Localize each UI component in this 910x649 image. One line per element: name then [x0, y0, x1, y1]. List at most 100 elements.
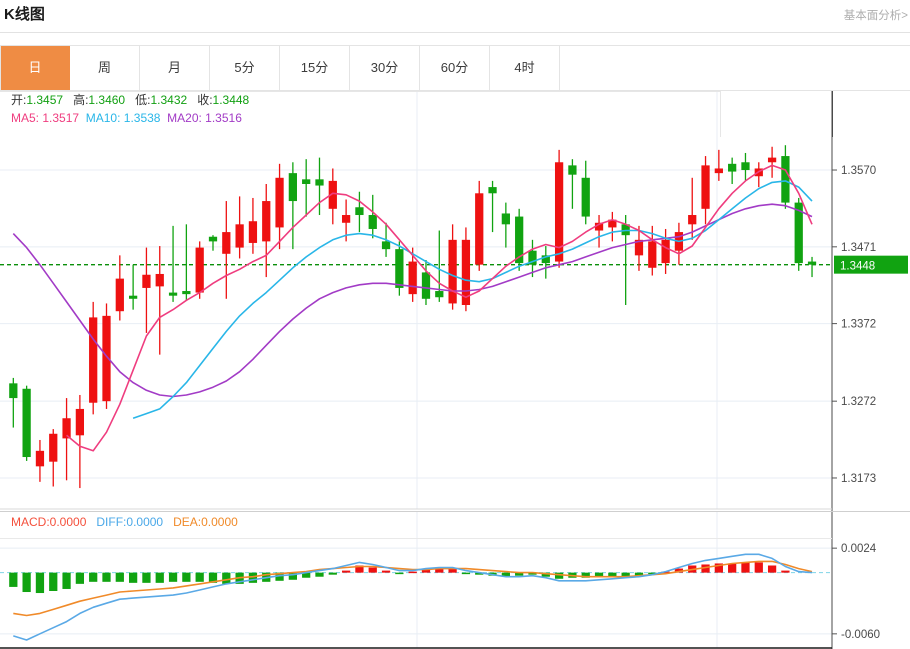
tab-day[interactable]: 日: [0, 46, 70, 90]
macd-bar: [288, 572, 297, 580]
candle-body: [608, 219, 617, 228]
candle-body: [302, 179, 311, 184]
macd-bar: [75, 572, 85, 584]
candle-body: [395, 249, 404, 288]
high-value: 1.3460: [88, 93, 126, 107]
diff-line: [13, 553, 813, 641]
candle-body: [408, 261, 417, 295]
candle-body: [688, 215, 697, 225]
macd-bar: [714, 563, 723, 573]
macd-bar: [408, 571, 417, 574]
candle-body: [648, 241, 657, 268]
open-label: 开:: [11, 93, 27, 107]
candle-body: [102, 315, 111, 402]
fundamental-analysis-link[interactable]: 基本面分析>: [843, 10, 908, 22]
macd-bar: [328, 572, 337, 575]
macd-bar: [22, 572, 31, 593]
macd-bar: [102, 572, 111, 582]
candle-body: [728, 163, 737, 172]
diff-value: 0.0000: [126, 515, 164, 529]
price-axis-label: 1.3372: [841, 319, 876, 331]
macd-bar: [435, 568, 444, 573]
tab-15min[interactable]: 15分: [280, 46, 350, 90]
dea-value: 0.0000: [201, 515, 238, 529]
macd-bar: [448, 568, 457, 573]
macd-bar: [728, 563, 737, 573]
candle-body: [781, 156, 790, 203]
macd-panel: 0.0024 -0.0060 MACD:0.0000 DIFF:0.0000 DE…: [0, 511, 910, 649]
candle-body: [262, 201, 271, 242]
candle-body: [288, 173, 297, 202]
candle-body: [195, 247, 204, 293]
macd-axis-label: -0.0060: [841, 629, 880, 641]
candle-group: [9, 145, 817, 489]
macd-bar: [648, 572, 657, 575]
macd-bar: [315, 572, 324, 577]
macd-bar: [541, 572, 550, 577]
macd-plot-wrap: 0.0024 -0.0060: [0, 512, 910, 649]
info-divider-top: [0, 91, 720, 92]
candle-body: [488, 187, 497, 194]
ma10-label: MA10:: [85, 111, 121, 125]
ma-row: MA5: 1.3517 MA10: 1.3538 MA20: 1.3516: [11, 109, 720, 127]
macd-bar: [634, 572, 644, 576]
tab-month[interactable]: 月: [140, 46, 210, 90]
candle-body: [741, 162, 750, 171]
candle-body: [182, 291, 191, 295]
ma20-line: [12, 203, 813, 398]
diff-label: DIFF:: [96, 515, 127, 529]
tab-30min[interactable]: 30分: [350, 46, 420, 90]
candle-body: [448, 239, 457, 304]
tab-week[interactable]: 周: [70, 46, 140, 90]
candle-body: [35, 450, 45, 467]
candle-body: [541, 255, 550, 264]
page-title: K线图: [4, 6, 45, 23]
tab-4hour[interactable]: 4时: [490, 46, 560, 90]
macd-bar: [128, 572, 138, 583]
macd-bar: [62, 572, 71, 589]
candle-body: [714, 168, 723, 174]
candle-body: [515, 216, 524, 264]
price-chart-panel: 1.3570 1.3471 1.3372 1.3272 1.3173 1.3448 开:1…: [0, 91, 910, 511]
candle-body: [208, 236, 218, 242]
candle-body: [315, 179, 324, 186]
tab-5min[interactable]: 5分: [210, 46, 280, 90]
dea-line: [13, 560, 813, 617]
macd-bar: [302, 572, 311, 578]
candle-body: [807, 261, 817, 265]
candle-body: [368, 215, 377, 229]
macd-bar: [248, 572, 258, 583]
price-plot-wrap: 1.3570 1.3471 1.3372 1.3272 1.3173 1.3448: [0, 91, 910, 511]
ma5-value: 1.3517: [42, 111, 80, 125]
macd-bar: [168, 572, 178, 582]
candle-body: [421, 272, 431, 299]
macd-bar: [208, 572, 218, 583]
candle-body: [75, 408, 85, 436]
candle-body: [168, 292, 178, 296]
high-label: 高:: [73, 93, 89, 107]
macd-bar: [767, 565, 777, 573]
price-candlestick-svg[interactable]: 1.3570 1.3471 1.3372 1.3272 1.3173 1.3448: [0, 91, 910, 511]
price-axis-label: 1.3471: [841, 242, 876, 254]
macd-bar: [275, 572, 284, 581]
macd-histogram-svg[interactable]: 0.0024 -0.0060: [0, 512, 910, 649]
candle-body: [381, 241, 391, 250]
info-divider-vertical: [720, 91, 721, 137]
tab-60min[interactable]: 60分: [420, 46, 490, 90]
macd-bar: [674, 568, 684, 573]
macd-bar: [35, 572, 45, 594]
macd-bar: [741, 562, 750, 573]
macd-bar: [701, 564, 710, 573]
ma5-line: [66, 164, 813, 452]
candle-body: [767, 157, 777, 163]
tabbar-filler: [560, 46, 910, 90]
candle-body: [142, 274, 151, 288]
macd-bar: [341, 570, 351, 573]
candle-body: [49, 433, 58, 462]
candle-body: [661, 239, 670, 264]
macd-bar: [368, 567, 377, 573]
candle-body: [501, 213, 510, 225]
candle-body: [9, 383, 18, 399]
dea-label: DEA:: [173, 515, 202, 529]
last-price-badge: [834, 255, 908, 274]
